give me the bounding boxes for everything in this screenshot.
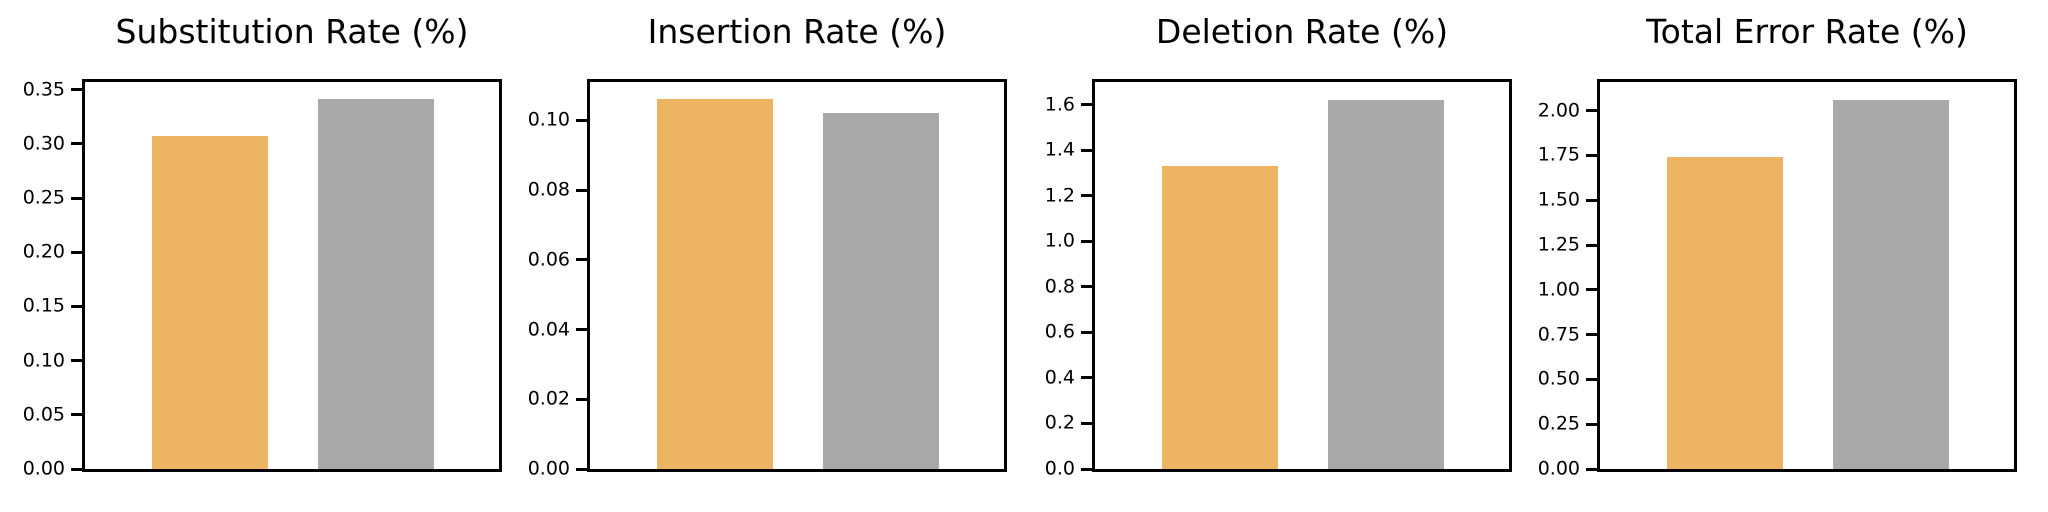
gray-bar (1327, 100, 1444, 469)
y-tick-mark (576, 397, 587, 401)
chart-title: Total Error Rate (%) (1646, 12, 1968, 51)
y-tick-mark (1081, 330, 1092, 334)
y-tick-label: 1.6 (1044, 93, 1075, 116)
y-tick-label: 0.4 (1044, 366, 1075, 389)
y-tick-mark (576, 328, 587, 332)
y-tick-label: 0.00 (1537, 457, 1580, 480)
y-tick-label: 0.00 (22, 457, 65, 480)
gray-bar (317, 99, 434, 469)
y-tick-label: 1.75 (1537, 143, 1580, 166)
y-tick-mark (1586, 333, 1597, 337)
y-tick-mark (1586, 288, 1597, 292)
y-tick-label: 0.02 (527, 387, 570, 410)
plot-area (587, 79, 1007, 472)
y-axis: 0.0 0.2 0.4 0.6 0.8 1.0 1.2 1.4 1.6 (1022, 82, 1092, 478)
y-tick-label: 0.05 (22, 403, 65, 426)
y-tick-mark (1586, 198, 1597, 202)
y-tick-label: 1.0 (1044, 229, 1075, 252)
y-tick-label: 0.25 (1537, 412, 1580, 435)
y-tick-mark (71, 359, 82, 363)
y-tick-label: 0.25 (22, 186, 65, 209)
y-tick-mark (1586, 109, 1597, 113)
plot-area (82, 79, 502, 472)
y-tick-label: 0.0 (1044, 457, 1075, 480)
y-tick-mark (71, 142, 82, 146)
y-tick-mark (1081, 285, 1092, 289)
y-tick-mark (71, 467, 82, 471)
y-tick-label: 0.50 (1537, 367, 1580, 390)
y-tick-label: 0.08 (527, 178, 570, 201)
y-tick-mark (1586, 467, 1597, 471)
y-tick-label: 0.15 (22, 294, 65, 317)
chart-title: Substitution Rate (%) (115, 12, 469, 51)
plot-area (1597, 79, 2017, 472)
y-tick-label: 0.10 (22, 349, 65, 372)
subplot-total-error-rate: Total Error Rate (%) 0.00 0.25 0.50 0.75 1.00… (1527, 0, 2017, 512)
y-tick-mark (1081, 239, 1092, 243)
y-tick-mark (1586, 243, 1597, 247)
y-tick-label: 0.75 (1537, 323, 1580, 346)
y-tick-mark (1081, 421, 1092, 425)
orange-bar (1667, 157, 1784, 469)
y-tick-label: 0.6 (1044, 320, 1075, 343)
subplot-substitution-rate: Substitution Rate (%) 0.00 0.05 0.10 0.15 0.2… (12, 0, 502, 512)
y-tick-label: 0.8 (1044, 275, 1075, 298)
y-tick-mark (1586, 377, 1597, 381)
orange-bar (1162, 166, 1279, 469)
y-tick-mark (71, 413, 82, 417)
y-axis: 0.00 0.05 0.10 0.15 0.20 0.25 0.30 0.35 (12, 78, 82, 478)
y-tick-label: 0.20 (22, 240, 65, 263)
chart-title: Insertion Rate (%) (647, 12, 947, 51)
y-tick-mark (576, 118, 587, 122)
y-tick-mark (1081, 103, 1092, 107)
y-tick-mark (1586, 153, 1597, 157)
y-tick-label: 1.50 (1537, 188, 1580, 211)
gray-bar (822, 113, 939, 469)
y-tick-mark (1081, 376, 1092, 380)
y-tick-label: 0.30 (22, 132, 65, 155)
y-tick-mark (1586, 422, 1597, 426)
y-tick-mark (576, 188, 587, 192)
y-tick-mark (71, 196, 82, 200)
y-tick-label: 0.04 (527, 318, 570, 341)
y-tick-mark (1081, 148, 1092, 152)
y-tick-label: 0.35 (22, 78, 65, 101)
y-tick-mark (576, 258, 587, 262)
y-tick-mark (1081, 194, 1092, 198)
plot-area (1092, 79, 1512, 472)
subplot-deletion-rate: Deletion Rate (%) 0.0 0.2 0.4 0.6 0.8 1.0 1.2 1.… (1022, 0, 1512, 512)
y-tick-label: 2.00 (1537, 99, 1580, 122)
subplot-insertion-rate: Insertion Rate (%) 0.00 0.02 0.04 0.06 0.08 0.… (517, 0, 1007, 512)
y-tick-label: 0.10 (527, 108, 570, 131)
y-tick-mark (576, 467, 587, 471)
y-tick-label: 1.00 (1537, 278, 1580, 301)
chart-title: Deletion Rate (%) (1155, 12, 1449, 51)
y-tick-mark (71, 250, 82, 254)
y-axis: 0.00 0.25 0.50 0.75 1.00 1.25 1.50 1.75 2.00 (1527, 82, 1597, 478)
y-tick-label: 0.00 (527, 457, 570, 480)
y-tick-label: 1.2 (1044, 184, 1075, 207)
gray-bar (1832, 99, 1949, 469)
y-tick-mark (71, 88, 82, 92)
y-tick-mark (1081, 467, 1092, 471)
y-tick-label: 0.2 (1044, 411, 1075, 434)
y-tick-mark (71, 304, 82, 308)
y-tick-label: 1.25 (1537, 233, 1580, 256)
y-axis: 0.00 0.02 0.04 0.06 0.08 0.10 (517, 82, 587, 478)
y-tick-label: 0.06 (527, 248, 570, 271)
orange-bar (657, 99, 774, 469)
y-tick-label: 1.4 (1044, 138, 1075, 161)
orange-bar (152, 136, 269, 469)
